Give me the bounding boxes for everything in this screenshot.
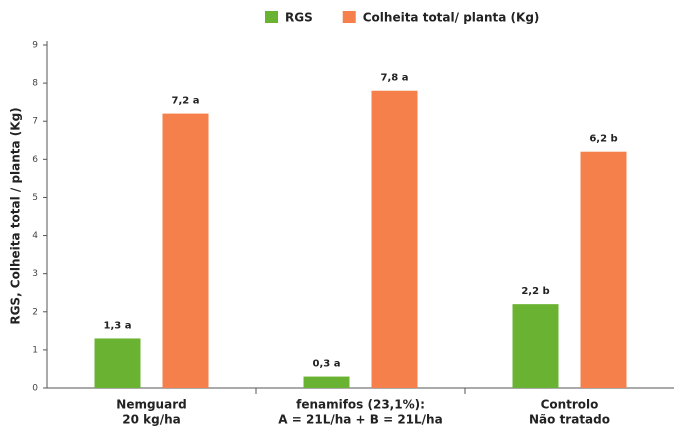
- y-tick-label: 2: [32, 307, 38, 317]
- y-axis-label: RGS, Colheita total / planta (Kg): [9, 107, 23, 324]
- legend-swatch: [342, 11, 356, 23]
- y-tick-label: 4: [32, 231, 38, 241]
- y-tick-label: 7: [32, 117, 38, 127]
- y-tick-label: 6: [32, 155, 38, 165]
- value-label: 2,2 b: [521, 286, 549, 297]
- x-tick-label: A = 21L/ha + B = 21L/ha: [278, 413, 442, 427]
- value-label: 7,8 a: [381, 73, 409, 84]
- legend-label: RGS: [285, 11, 313, 25]
- value-label: 0,3 a: [313, 359, 341, 370]
- x-tick-label: Não tratado: [529, 413, 610, 427]
- value-label: 1,3 a: [104, 320, 132, 331]
- value-label: 6,2 b: [589, 134, 617, 145]
- bar: [162, 113, 209, 388]
- x-tick-label: Controlo: [541, 398, 599, 412]
- y-tick-label: 0: [32, 384, 38, 394]
- value-label: 7,2 a: [172, 96, 200, 107]
- legend-label: Colheita total/ planta (Kg): [363, 11, 540, 25]
- bar: [303, 376, 350, 388]
- bar: [512, 304, 559, 388]
- x-tick-label: Nemguard: [116, 398, 186, 412]
- y-tick-label: 3: [32, 269, 38, 279]
- y-tick-label: 9: [32, 41, 38, 51]
- x-tick-label: fenamifos (23,1%):: [296, 398, 425, 412]
- bar: [371, 90, 418, 388]
- bar: [94, 338, 141, 388]
- legend-swatch: [265, 11, 278, 23]
- y-tick-label: 8: [32, 79, 38, 89]
- y-tick-label: 5: [32, 193, 38, 203]
- y-tick-label: 1: [32, 345, 38, 355]
- x-tick-label: 20 kg/ha: [122, 413, 180, 427]
- bar: [580, 151, 627, 388]
